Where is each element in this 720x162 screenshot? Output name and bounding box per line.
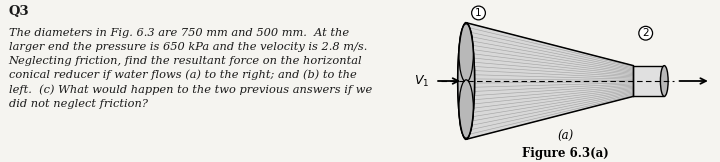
Ellipse shape xyxy=(660,66,668,96)
Text: Figure 6.3(a): Figure 6.3(a) xyxy=(522,147,608,160)
Polygon shape xyxy=(466,23,634,139)
Text: The diameters in Fig. 6.3 are 750 mm and 500 mm.  At the
larger end the pressure: The diameters in Fig. 6.3 are 750 mm and… xyxy=(9,28,372,109)
Bar xyxy=(634,66,665,96)
Text: 2: 2 xyxy=(642,28,649,38)
Ellipse shape xyxy=(458,23,474,139)
Text: Q3: Q3 xyxy=(9,5,30,18)
Text: $V_1$: $V_1$ xyxy=(413,73,429,89)
Text: 1: 1 xyxy=(475,8,482,18)
Ellipse shape xyxy=(459,80,473,138)
Text: (a): (a) xyxy=(557,130,573,143)
Ellipse shape xyxy=(459,24,473,82)
